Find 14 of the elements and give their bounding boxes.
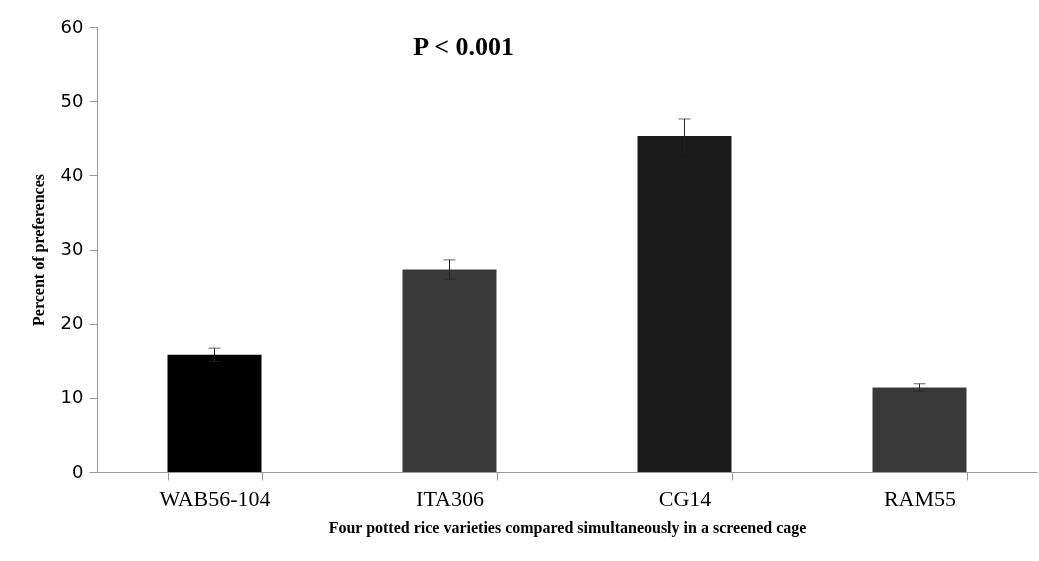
- y-tick-label: 60: [60, 15, 84, 37]
- y-tick-label: 40: [60, 163, 84, 185]
- x-axis-title: Four potted rice varieties compared simultaneously in a screened cage: [328, 518, 807, 537]
- x-tick-label: CG14: [658, 485, 712, 511]
- y-tick-label: 50: [60, 89, 84, 111]
- y-tick-label: 30: [60, 238, 84, 259]
- y-axis-title: Percent of preferences: [29, 174, 48, 326]
- x-tick-label: WAB56-104: [159, 485, 271, 511]
- y-tick-label: 0: [72, 460, 84, 482]
- x-tick-label: RAM55: [883, 485, 957, 511]
- annotation: P < 0.001: [413, 32, 514, 61]
- y-tick-label: 10: [60, 386, 84, 408]
- x-tick-label: ITA306: [416, 485, 484, 511]
- y-tick-label: 20: [60, 312, 84, 334]
